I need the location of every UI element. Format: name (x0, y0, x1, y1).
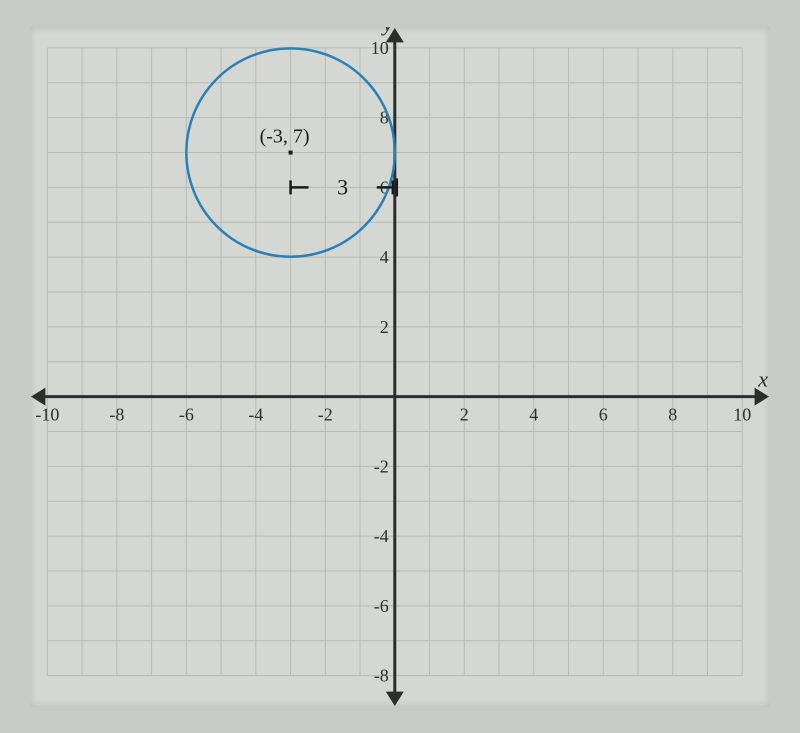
y-tick-label: -4 (374, 526, 389, 546)
x-axis-label: x (757, 366, 768, 391)
radius-label: 3 (337, 174, 348, 199)
center-label: (-3, 7) (260, 125, 310, 147)
x-tick-label: 2 (460, 404, 469, 424)
x-tick-label: -8 (109, 404, 124, 424)
x-tick-label: 10 (733, 404, 751, 424)
chart-panel: -10-8-6-4-2246810-8-6-4-2246810yx(-3, 7)… (30, 27, 770, 707)
axis-arrow (386, 691, 404, 705)
circle-center-dot (289, 150, 293, 154)
y-axis-label: y (381, 27, 393, 36)
axis-arrow (31, 387, 45, 405)
y-tick-label: 4 (380, 247, 389, 267)
x-tick-label: -2 (318, 404, 333, 424)
x-tick-label: 4 (529, 404, 538, 424)
y-tick-label: -6 (374, 595, 389, 615)
x-tick-label: 8 (668, 404, 677, 424)
y-tick-label: 8 (380, 107, 389, 127)
coordinate-plot: -10-8-6-4-2246810-8-6-4-2246810yx(-3, 7)… (30, 27, 770, 707)
x-tick-label: -10 (35, 404, 59, 424)
y-tick-label: 2 (380, 316, 389, 336)
y-tick-label: -2 (374, 456, 389, 476)
x-tick-label: 6 (599, 404, 608, 424)
x-tick-label: -4 (248, 404, 263, 424)
x-tick-label: -6 (179, 404, 194, 424)
y-tick-label: -8 (374, 665, 389, 685)
y-tick-label: 10 (371, 37, 389, 57)
